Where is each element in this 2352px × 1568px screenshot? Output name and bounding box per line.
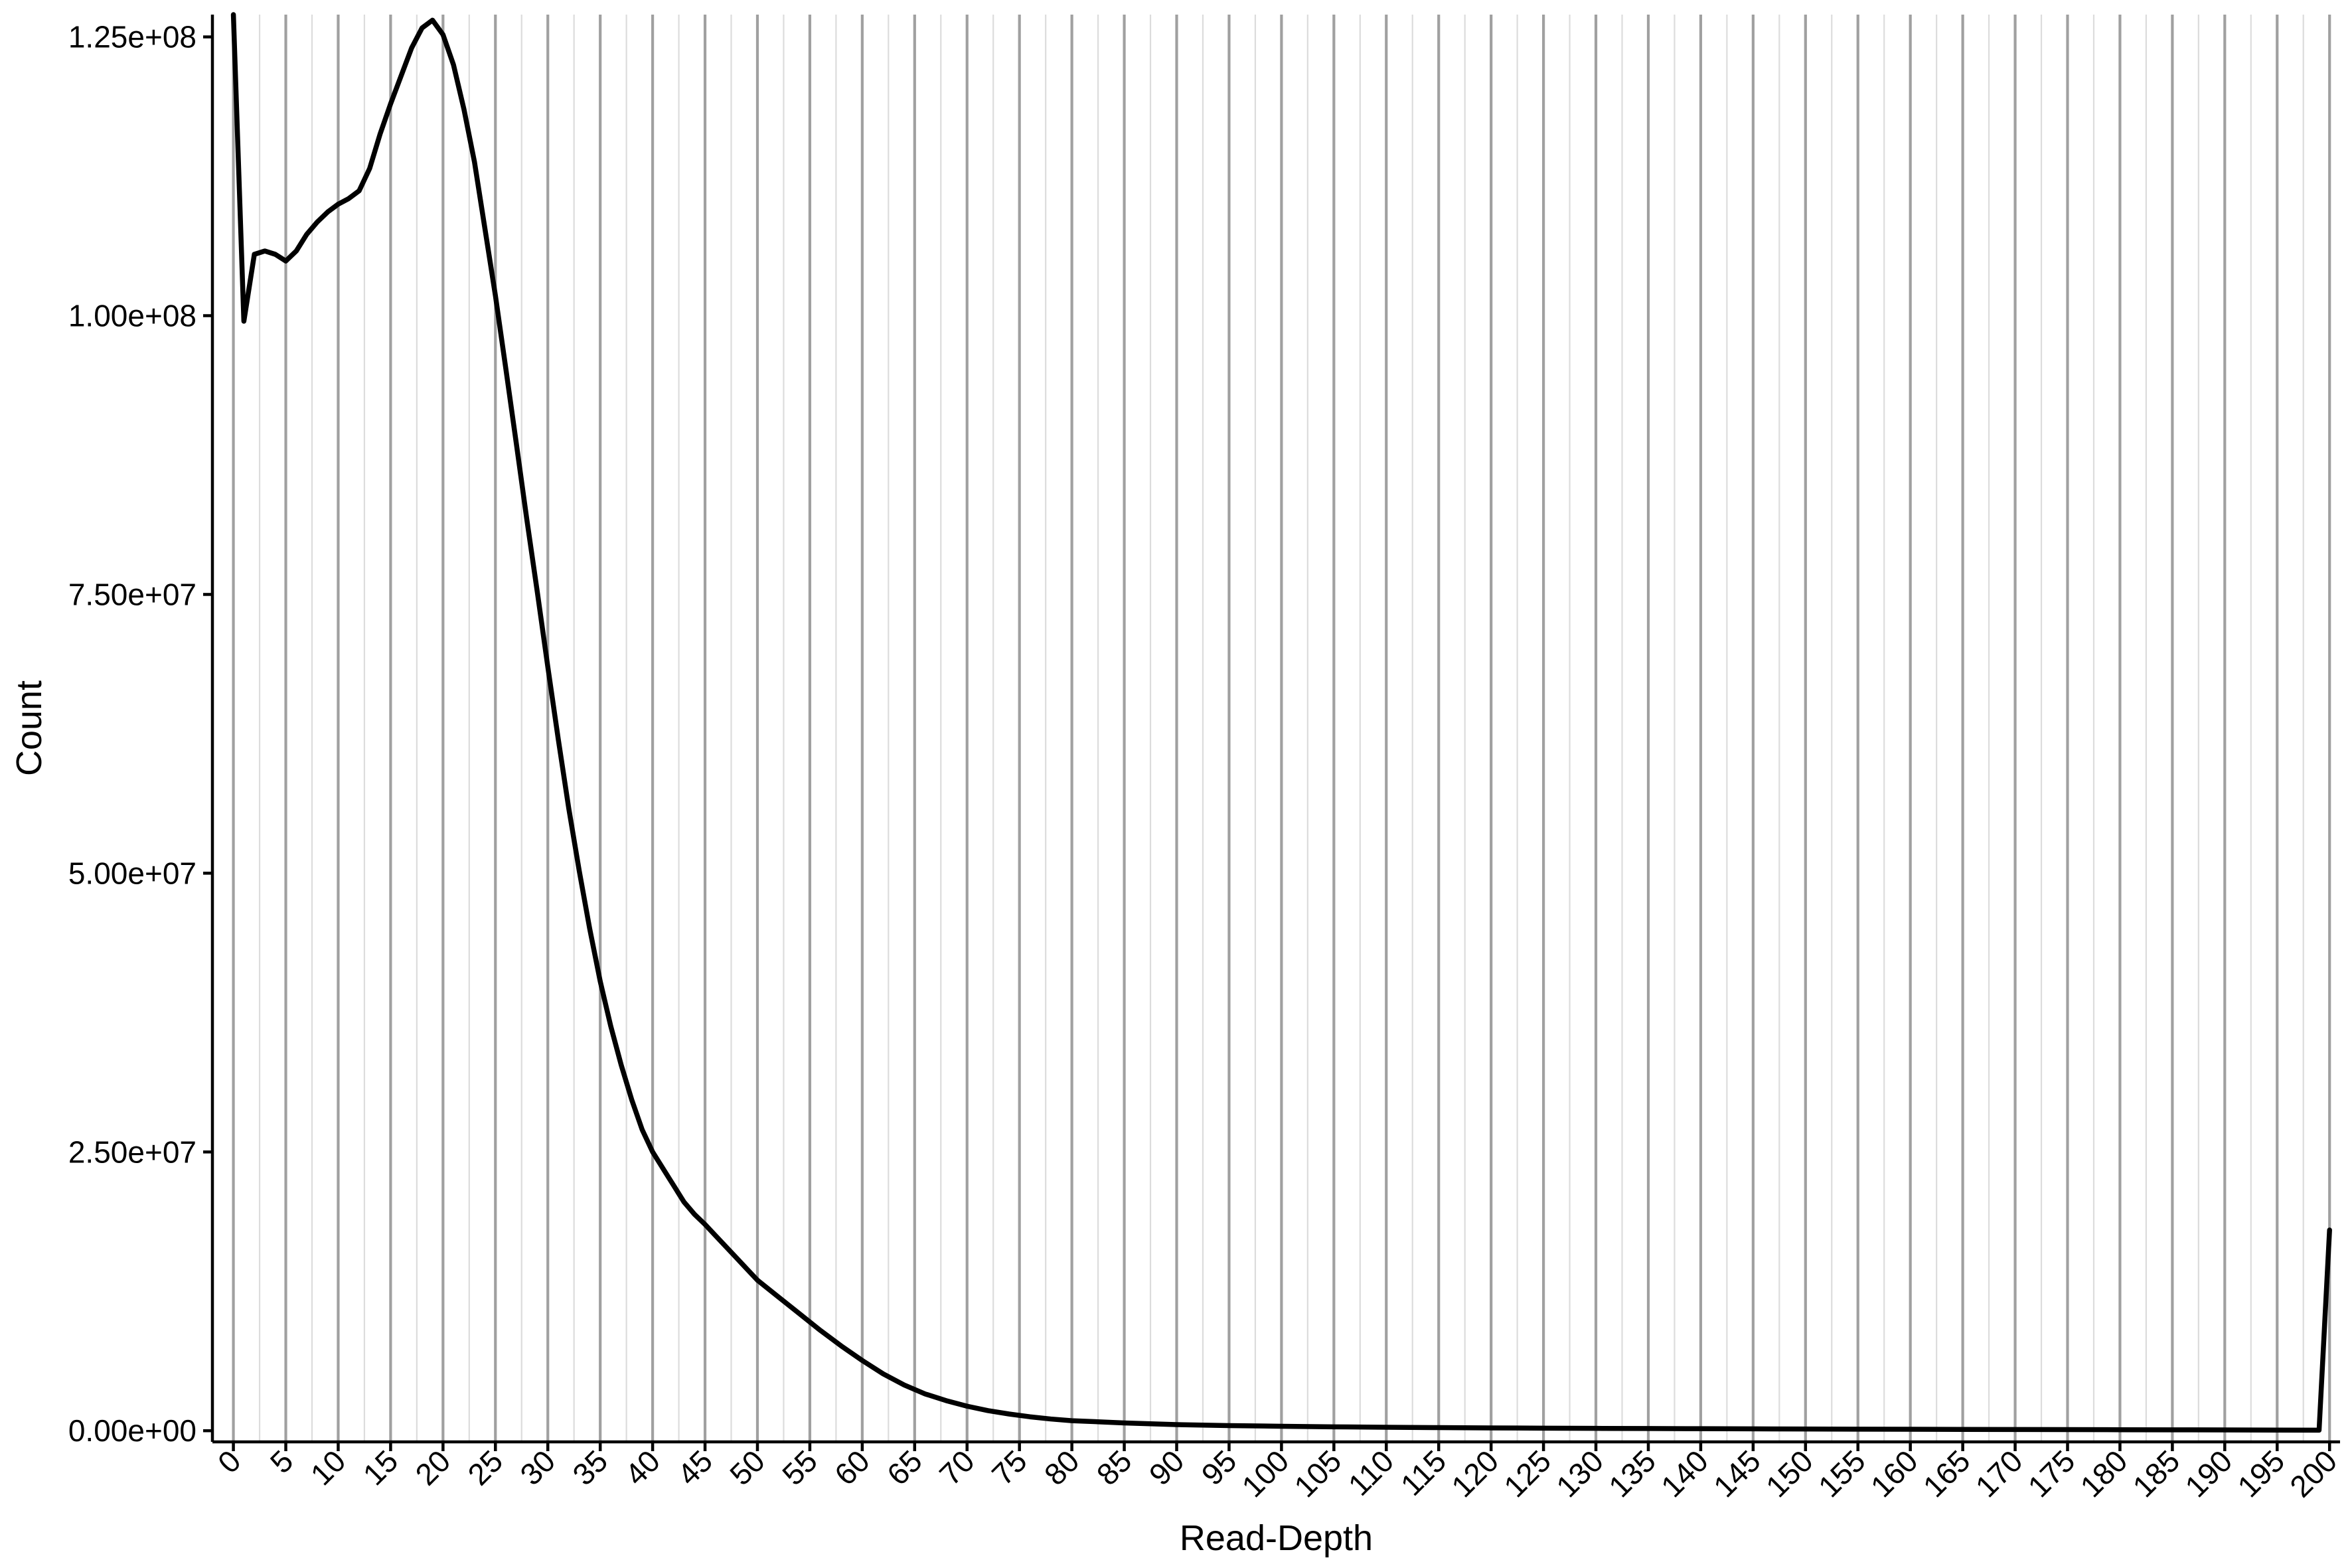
y-axis-title: Count	[9, 680, 49, 776]
x-tick-label-140: 140	[1654, 1443, 1715, 1504]
x-tick-label-65: 65	[880, 1443, 929, 1492]
x-tick-label-150: 150	[1759, 1443, 1820, 1504]
x-tick-label-95: 95	[1195, 1443, 1243, 1492]
x-tick-label-195: 195	[2231, 1443, 2291, 1504]
x-tick-label-90: 90	[1142, 1443, 1191, 1492]
y-axis-ticks: 0.00e+00 2.50e+07 5.00e+07 7.50e+07 1.00e+08…	[68, 20, 212, 1448]
x-tick-label-170: 170	[1969, 1443, 2029, 1504]
x-tick-label-50: 50	[723, 1443, 771, 1492]
x-tick-label-20: 20	[408, 1443, 457, 1492]
x-tick-label-0: 0	[211, 1443, 248, 1480]
y-tick-label-4: 1.00e+08	[68, 299, 196, 333]
y-tick-label-1: 2.50e+07	[68, 1135, 196, 1169]
x-tick-label-130: 130	[1549, 1443, 1610, 1504]
x-tick-label-145: 145	[1707, 1443, 1767, 1504]
x-tick-label-60: 60	[828, 1443, 876, 1492]
x-tick-label-75: 75	[985, 1443, 1034, 1492]
x-tick-label-115: 115	[1394, 1443, 1453, 1502]
x-axis-ticks: 0 5 10 15 20 25 30 35 40 45 50 55 60 65 70 75 80 85 90 9510…	[211, 1442, 2343, 1504]
x-tick-label-30: 30	[513, 1443, 562, 1492]
x-tick-label-35: 35	[566, 1443, 614, 1492]
series-line-0	[230, 12, 2332, 1433]
grid-lines	[232, 15, 2331, 1442]
x-tick-label-40: 40	[618, 1443, 666, 1492]
x-tick-label-80: 80	[1038, 1443, 1086, 1492]
x-tick-label-180: 180	[2073, 1443, 2134, 1504]
x-tick-label-200: 200	[2283, 1443, 2343, 1504]
y-tick-label-2: 5.00e+07	[68, 856, 196, 890]
x-tick-label-155: 155	[1812, 1443, 1872, 1504]
x-tick-label-110: 110	[1342, 1443, 1401, 1502]
y-tick-label-3: 7.50e+07	[68, 577, 196, 611]
y-tick-label-5: 1.25e+08	[68, 20, 196, 54]
y-tick-label-0: 0.00e+00	[68, 1413, 196, 1448]
x-tick-label-185: 185	[2126, 1443, 2186, 1504]
x-tick-label-160: 160	[1864, 1443, 1924, 1504]
x-tick-label-45: 45	[670, 1443, 719, 1492]
axes	[210, 15, 2340, 1444]
x-tick-label-125: 125	[1497, 1443, 1557, 1504]
x-tick-label-190: 190	[2178, 1443, 2238, 1504]
x-tick-label-105: 105	[1287, 1443, 1348, 1504]
x-tick-label-15: 15	[356, 1443, 405, 1492]
x-tick-label-85: 85	[1090, 1443, 1138, 1492]
x-tick-label-5: 5	[264, 1443, 300, 1480]
x-axis-title: Read-Depth	[1180, 1518, 1373, 1558]
x-tick-label-10: 10	[304, 1443, 353, 1492]
x-tick-label-120: 120	[1445, 1443, 1505, 1504]
x-tick-label-100: 100	[1235, 1443, 1295, 1504]
x-tick-label-55: 55	[775, 1443, 824, 1492]
x-tick-label-135: 135	[1602, 1443, 1662, 1504]
series-layer	[230, 12, 2332, 1433]
x-tick-label-165: 165	[1917, 1443, 1977, 1504]
x-tick-label-25: 25	[461, 1443, 509, 1492]
x-tick-label-70: 70	[933, 1443, 981, 1492]
x-tick-label-175: 175	[2021, 1443, 2082, 1504]
